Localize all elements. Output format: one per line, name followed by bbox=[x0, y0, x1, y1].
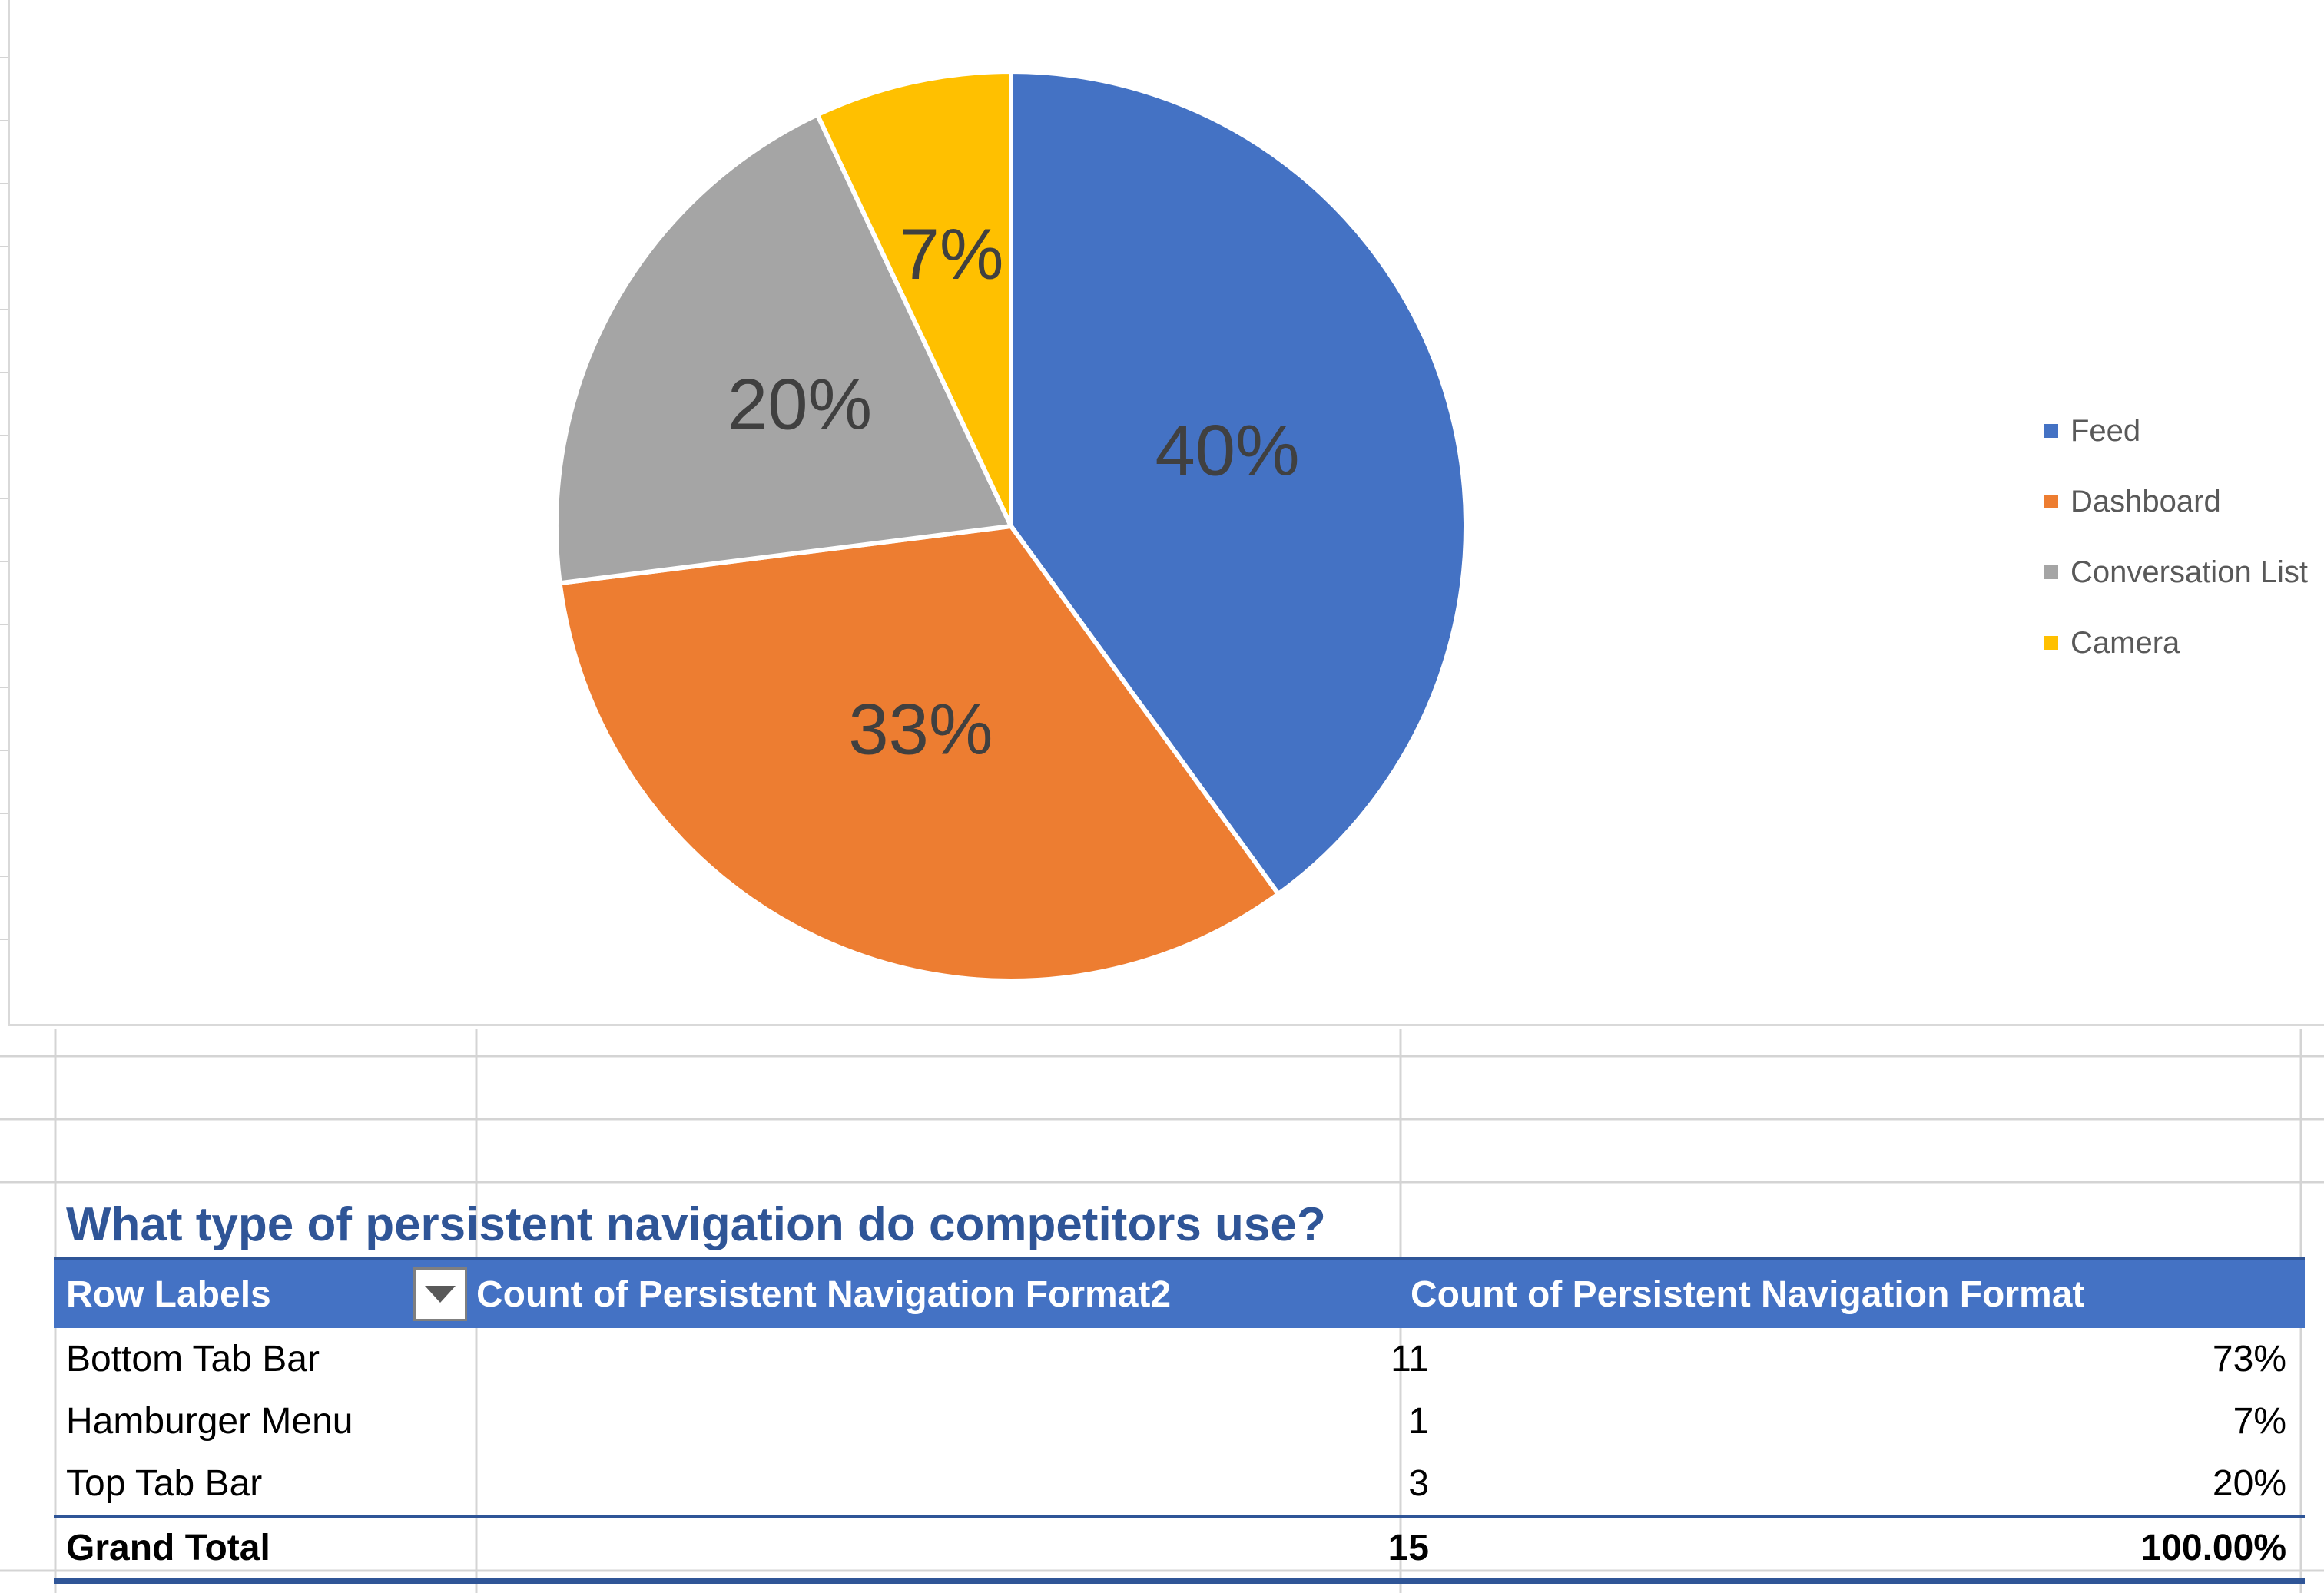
row-label: Bottom Tab Bar bbox=[66, 1339, 320, 1379]
legend-label: Camera bbox=[2070, 625, 2180, 660]
legend-item-camera: Camera bbox=[2044, 608, 2308, 678]
header-row-labels-text: Row Labels bbox=[66, 1273, 271, 1315]
chart-legend[interactable]: Feed Dashboard Conversation List Camera bbox=[2044, 396, 2308, 678]
legend-swatch bbox=[2044, 424, 2058, 438]
pie-slice-feed[interactable] bbox=[1009, 68, 1468, 898]
legend-label: Feed bbox=[2070, 413, 2141, 448]
total-count: 100.00% bbox=[2140, 1527, 2287, 1568]
row-count: 7% bbox=[2233, 1401, 2286, 1442]
table-row[interactable]: Hamburger Menu 1 7% bbox=[54, 1390, 2305, 1452]
filter-dropdown-button[interactable] bbox=[413, 1267, 467, 1321]
pie-data-label: 7% bbox=[900, 214, 1004, 294]
pivot-title: What type of persistent navigation do co… bbox=[66, 1198, 1326, 1251]
row-label: Top Tab Bar bbox=[66, 1463, 263, 1504]
row-count: 73% bbox=[2212, 1339, 2286, 1379]
grand-total-row[interactable]: Grand Total 15 100.00% bbox=[54, 1515, 2305, 1584]
pie-data-label: 40% bbox=[1155, 409, 1299, 490]
pie-slice-dashboard[interactable] bbox=[557, 523, 1282, 983]
header-count2[interactable]: Count of Persistent Navigation Format2 bbox=[476, 1273, 1172, 1315]
pivot-header-row: Row Labels Count of Persistent Navigatio… bbox=[54, 1257, 2305, 1328]
legend-item-dashboard: Dashboard bbox=[2044, 466, 2308, 537]
pie-data-label: 20% bbox=[728, 364, 872, 445]
pivot-table[interactable]: Row Labels Count of Persistent Navigatio… bbox=[54, 1257, 2305, 1584]
row-count2: 11 bbox=[1391, 1339, 1429, 1379]
pie-chart-object[interactable]: 40% 33% 20% 7% Feed Dashboard Conversation … bbox=[8, 0, 2324, 1026]
header-row-labels[interactable]: Row Labels bbox=[54, 1267, 476, 1321]
total-label: Grand Total bbox=[66, 1527, 270, 1568]
legend-item-feed: Feed bbox=[2044, 396, 2308, 466]
row-count: 20% bbox=[2212, 1463, 2286, 1504]
legend-label: Dashboard bbox=[2070, 484, 2221, 518]
legend-item-conversation-list: Conversation List bbox=[2044, 537, 2308, 608]
pie-slice-conversation-list[interactable] bbox=[554, 111, 1015, 586]
header-count[interactable]: Count of Persistent Navigation Format bbox=[1411, 1273, 2085, 1315]
pie-data-label: 33% bbox=[848, 688, 993, 769]
row-count2: 3 bbox=[1408, 1463, 1429, 1504]
pie-chart: 40% 33% 20% 7% bbox=[554, 68, 1468, 983]
table-row[interactable]: Bottom Tab Bar 11 73% bbox=[54, 1328, 2305, 1390]
legend-swatch bbox=[2044, 495, 2058, 508]
table-row[interactable]: Top Tab Bar 3 20% bbox=[54, 1452, 2305, 1515]
legend-swatch bbox=[2044, 565, 2058, 579]
legend-label: Conversation List bbox=[2070, 555, 2309, 589]
row-count2: 1 bbox=[1408, 1401, 1429, 1442]
chevron-down-icon bbox=[425, 1285, 456, 1303]
row-label: Hamburger Menu bbox=[66, 1401, 353, 1442]
legend-swatch bbox=[2044, 636, 2058, 650]
total-count2: 15 bbox=[1387, 1527, 1429, 1568]
pie-slice-camera[interactable] bbox=[814, 68, 1013, 528]
